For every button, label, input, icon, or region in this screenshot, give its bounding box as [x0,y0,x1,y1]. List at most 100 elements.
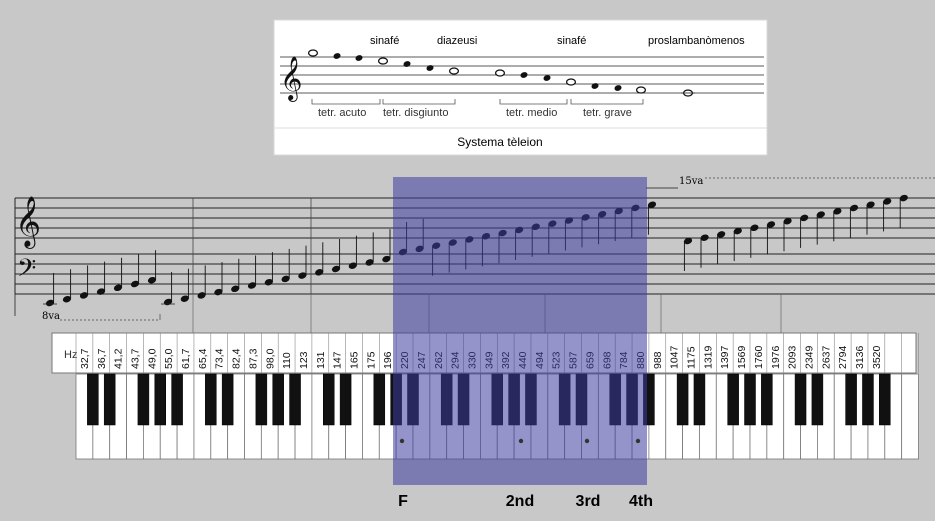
black-key [255,373,268,426]
note-head [45,299,55,307]
frequency-value: 87,3 [247,348,259,369]
black-key [221,373,234,426]
note-head [298,272,307,279]
frequency-value: 55,0 [163,348,175,369]
frequency-value: 165 [349,351,361,369]
note-head [783,217,792,225]
frequency-value: 82,4 [231,348,243,369]
frequency-value: 32,7 [79,348,91,369]
black-key [154,373,166,426]
note-head [130,280,140,288]
inset-treble-clef-icon: 𝄞 [280,57,302,102]
frequency-value: 1976 [770,345,782,369]
note-head [833,208,842,215]
inset-note-whole [307,49,319,57]
black-key [761,373,773,426]
note-head [365,259,374,266]
black-key [289,373,301,426]
black-key [845,373,857,426]
inset-note [333,53,341,59]
frequency-value: 2349 [803,345,815,369]
note-head [79,292,89,299]
note-head [180,295,189,302]
note-head [647,201,657,208]
inset-background [273,19,768,156]
black-key [879,373,891,426]
black-key [676,373,689,426]
black-key [137,373,150,426]
inset-note [543,75,551,81]
frequency-value: 147 [332,351,344,369]
inset-tetr-acuto: tetr. acuto [318,107,366,119]
frequency-value: 175 [365,351,377,369]
frequency-value: 61,7 [180,348,192,369]
frequency-value: 131 [315,351,327,369]
note-head [348,262,357,269]
note-head [899,194,908,202]
note-head [96,288,106,295]
key-dot [635,438,641,444]
frequency-value: 196 [382,351,394,369]
note-head [281,275,290,283]
note-head [766,221,776,228]
inset-note [426,65,434,71]
black-key [272,373,284,426]
frequency-value: 1760 [753,345,765,369]
note-head [331,265,341,273]
inset-note-whole [448,67,460,75]
note-head [717,231,726,238]
inset-note-whole [565,78,577,86]
note-head [849,204,859,212]
frequency-value: 65,4 [197,348,209,369]
note-head [62,295,72,303]
frequency-value: 43,7 [129,348,141,369]
black-key [339,373,352,426]
black-key [811,373,824,426]
key-dot [584,438,590,444]
marker-4th: 4th [629,493,653,510]
black-key [205,373,217,426]
black-key [744,373,756,426]
inset-note [614,85,622,91]
frequency-value: 1397 [719,345,731,369]
highlight-band [393,177,647,485]
note-head [147,276,157,284]
inset-panel: 𝄞 sinafé diazeusi sinafé proslambanòmeno… [273,19,768,156]
key-dots [399,438,641,444]
frequency-value: 1319 [702,345,714,369]
frequency-value: 2093 [787,345,799,369]
frequency-value: 98,0 [264,348,276,369]
bass-clef-icon: 𝄢 [17,255,36,288]
inset-note [403,61,411,67]
marker-f: F [398,493,408,510]
inset-label-sinafe-1: sinafé [370,35,399,47]
inset-note-whole [494,69,506,77]
black-key [794,373,807,426]
white-key [901,373,919,460]
note-head [883,198,892,205]
inset-tetr-disgiunto: tetr. disgiunto [383,107,448,119]
frequency-value: 1569 [736,345,748,369]
inset-note [591,83,599,89]
note-head [264,278,273,286]
frequency-value: 73,4 [214,348,226,369]
note-head [733,227,742,235]
inset-tetrachord-bracket [499,99,568,105]
note-head [700,234,709,241]
black-key [171,373,183,426]
black-key [373,373,386,426]
inset-tetrachord-bracket [570,99,644,105]
black-key [87,373,99,426]
inset-note-whole [635,86,647,94]
frequency-value: 123 [298,351,310,369]
inset-label-proslambanomenos: proslambanòmenos [648,35,745,47]
inset-label-sinafe-2: sinafé [557,35,586,47]
black-key [103,373,116,426]
key-dot [518,438,524,444]
note-head [816,211,825,218]
key-dot [399,438,405,444]
note-head [683,237,693,245]
marker-3rd: 3rd [576,493,601,510]
hz-label: Hz [64,349,77,361]
